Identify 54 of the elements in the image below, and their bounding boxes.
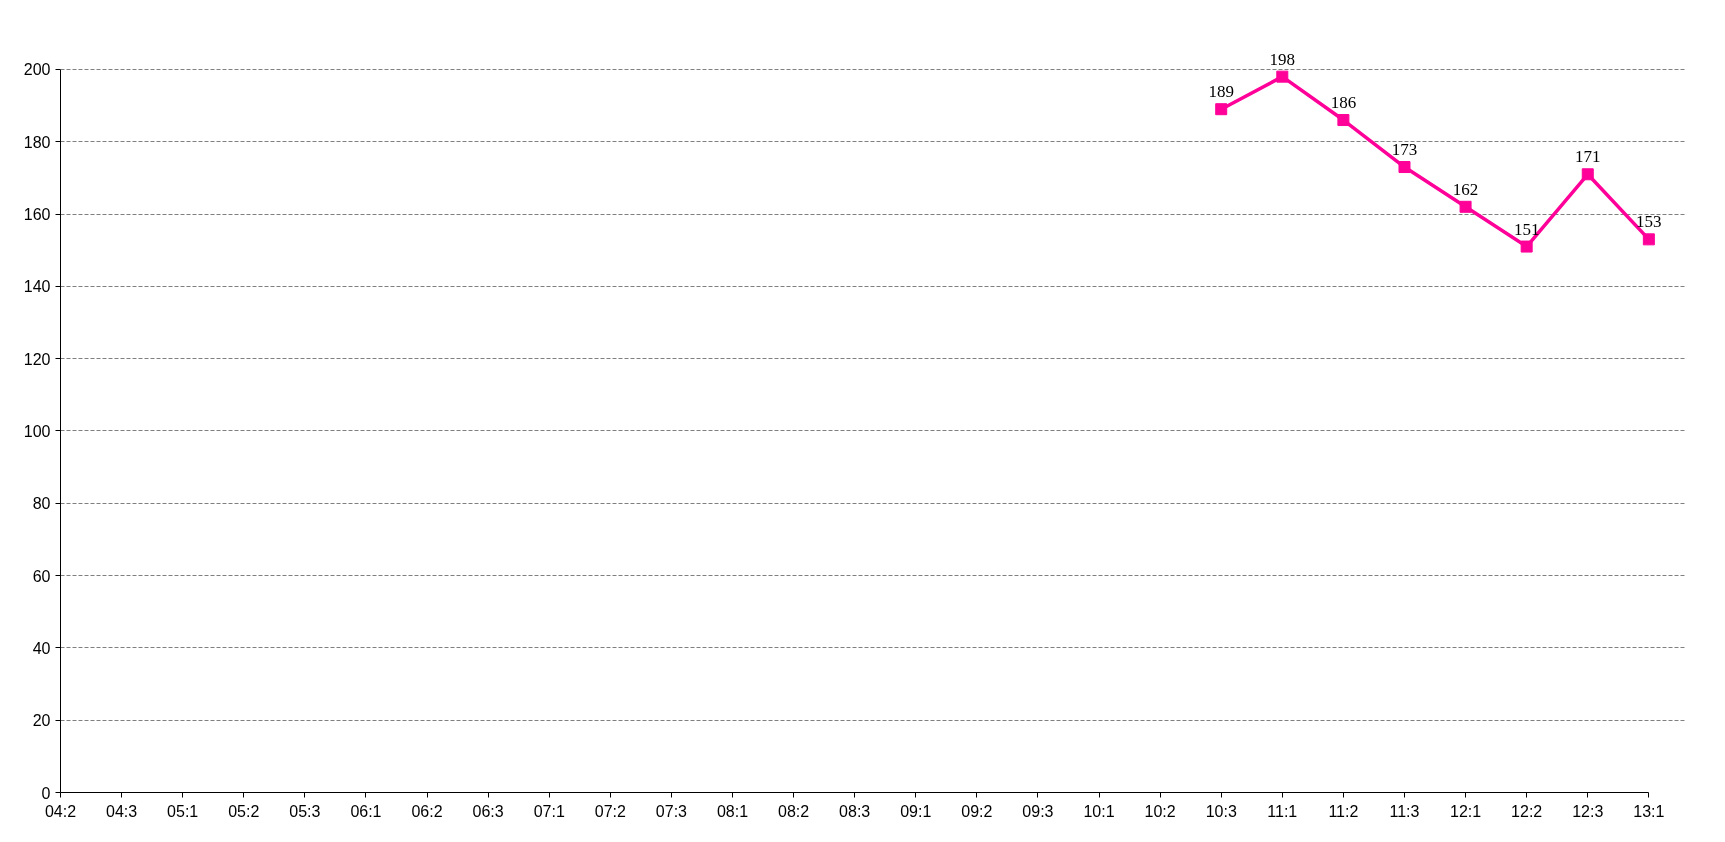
x-tick-label: 04:2 <box>44 802 77 820</box>
x-tick-label: 07:3 <box>655 802 688 820</box>
y-tick-label: 160 <box>23 206 51 224</box>
data-label: 198 <box>1269 49 1296 69</box>
x-tick-label: 04:3 <box>106 802 138 820</box>
y-tick-label: 180 <box>23 133 51 151</box>
x-tick-label: 13:1 <box>1633 802 1665 820</box>
x-tick-label: 10:2 <box>1144 802 1176 820</box>
data-label: 186 <box>1330 93 1357 113</box>
y-tick-label: 100 <box>23 422 51 440</box>
x-tick-label: 09:2 <box>961 802 993 820</box>
point <box>1581 168 1594 181</box>
point <box>1276 70 1289 83</box>
point <box>1642 233 1655 246</box>
x-tick-label: 05:3 <box>289 802 321 820</box>
x-tick-label: 05:2 <box>228 802 260 820</box>
point <box>1337 114 1350 127</box>
y-tick-label: 80 <box>32 495 51 513</box>
x-tick-label: 08:1 <box>716 802 749 820</box>
x-tick-label: 09:3 <box>1022 802 1054 820</box>
x-tick-label: 11:1 <box>1267 802 1298 820</box>
y-tick-label: 60 <box>32 567 51 585</box>
x-tick-label: 08:2 <box>778 802 810 820</box>
x-tick-label: 07:1 <box>533 802 565 820</box>
x-tick-label: 12:2 <box>1511 802 1543 820</box>
x-tick-label: 11:3 <box>1389 802 1420 820</box>
y-tick-label: 200 <box>23 61 51 79</box>
point <box>1459 200 1472 213</box>
y-tick-label: 40 <box>32 639 51 657</box>
x-tick-label: 09:1 <box>900 802 932 820</box>
x-tick-label: 06:3 <box>472 802 504 820</box>
x-tick-label: 10:3 <box>1205 802 1237 820</box>
data-label: 151 <box>1513 219 1540 239</box>
x-tick-label: 05:1 <box>167 802 199 820</box>
x-tick-label: 12:3 <box>1572 802 1604 820</box>
x-tick-label: 11:2 <box>1328 802 1359 820</box>
x-tick-label: 12:1 <box>1450 802 1482 820</box>
y-tick-label: 20 <box>32 712 51 730</box>
x-tick-label: 06:1 <box>350 802 382 820</box>
point <box>1398 161 1411 174</box>
data-label: 173 <box>1391 140 1418 160</box>
x-tick-label: 08:3 <box>839 802 871 820</box>
y-tick-label: 0 <box>41 784 51 802</box>
x-tick-label: 07:2 <box>594 802 626 820</box>
x-tick-label: 06:2 <box>411 802 443 820</box>
x-tick-label: 10:1 <box>1083 802 1115 820</box>
data-label: 162 <box>1452 179 1479 199</box>
point <box>1215 103 1228 116</box>
data-label: 153 <box>1636 212 1662 232</box>
y-tick-label: 140 <box>23 278 51 296</box>
data-label: 189 <box>1208 82 1234 102</box>
y-tick-label: 120 <box>23 350 51 368</box>
point <box>1520 240 1533 253</box>
data-label: 171 <box>1575 147 1601 167</box>
